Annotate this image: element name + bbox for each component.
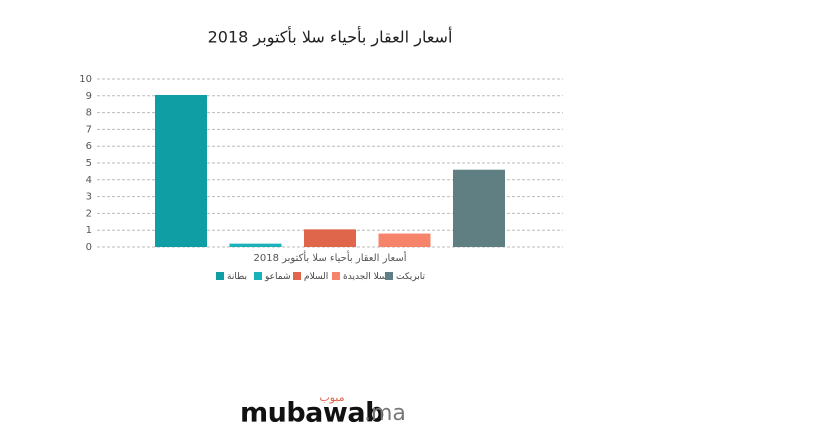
- bar: [155, 94, 207, 248]
- y-tick-label: 7: [86, 124, 92, 135]
- legend-swatch: [216, 272, 224, 280]
- legend-swatch: [293, 272, 301, 280]
- y-tick-label: 5: [86, 158, 92, 169]
- legend-swatch: [385, 272, 393, 280]
- y-tick-label: 6: [86, 141, 92, 152]
- legend-label: شماعو: [264, 272, 291, 282]
- logo-arabic: مبوب: [319, 391, 344, 404]
- y-tick-label: 2: [86, 208, 92, 219]
- legend-label: السلام: [304, 272, 328, 282]
- legend-label: سلا الجديدة: [343, 272, 387, 282]
- y-tick-label: 3: [86, 192, 92, 203]
- legend-swatch: [254, 272, 262, 280]
- legend-label: تابريكت: [396, 272, 426, 282]
- chart-title: أسعار العقار بأحياء سلا بأكتوبر 2018: [208, 26, 453, 48]
- bar: [453, 169, 505, 247]
- y-tick-label: 8: [86, 108, 92, 119]
- y-tick-label: 0: [86, 242, 92, 253]
- bar: [378, 233, 431, 247]
- legend-swatch: [332, 272, 340, 280]
- y-tick-label: 1: [86, 225, 92, 236]
- logo: mubawab .ma مبوب: [240, 391, 406, 429]
- logo-text: mubawab: [240, 398, 384, 429]
- bar: [304, 229, 356, 247]
- y-tick-label: 10: [79, 74, 92, 85]
- legend-label: بطانة: [227, 272, 247, 282]
- bar: [229, 243, 282, 247]
- x-tick-label: أسعار العقار بأحياء سلا بأكتوبر 2018: [254, 250, 407, 264]
- y-tick-label: 9: [86, 91, 92, 102]
- logo-suffix: .ma: [364, 401, 406, 426]
- y-tick-label: 4: [86, 175, 92, 186]
